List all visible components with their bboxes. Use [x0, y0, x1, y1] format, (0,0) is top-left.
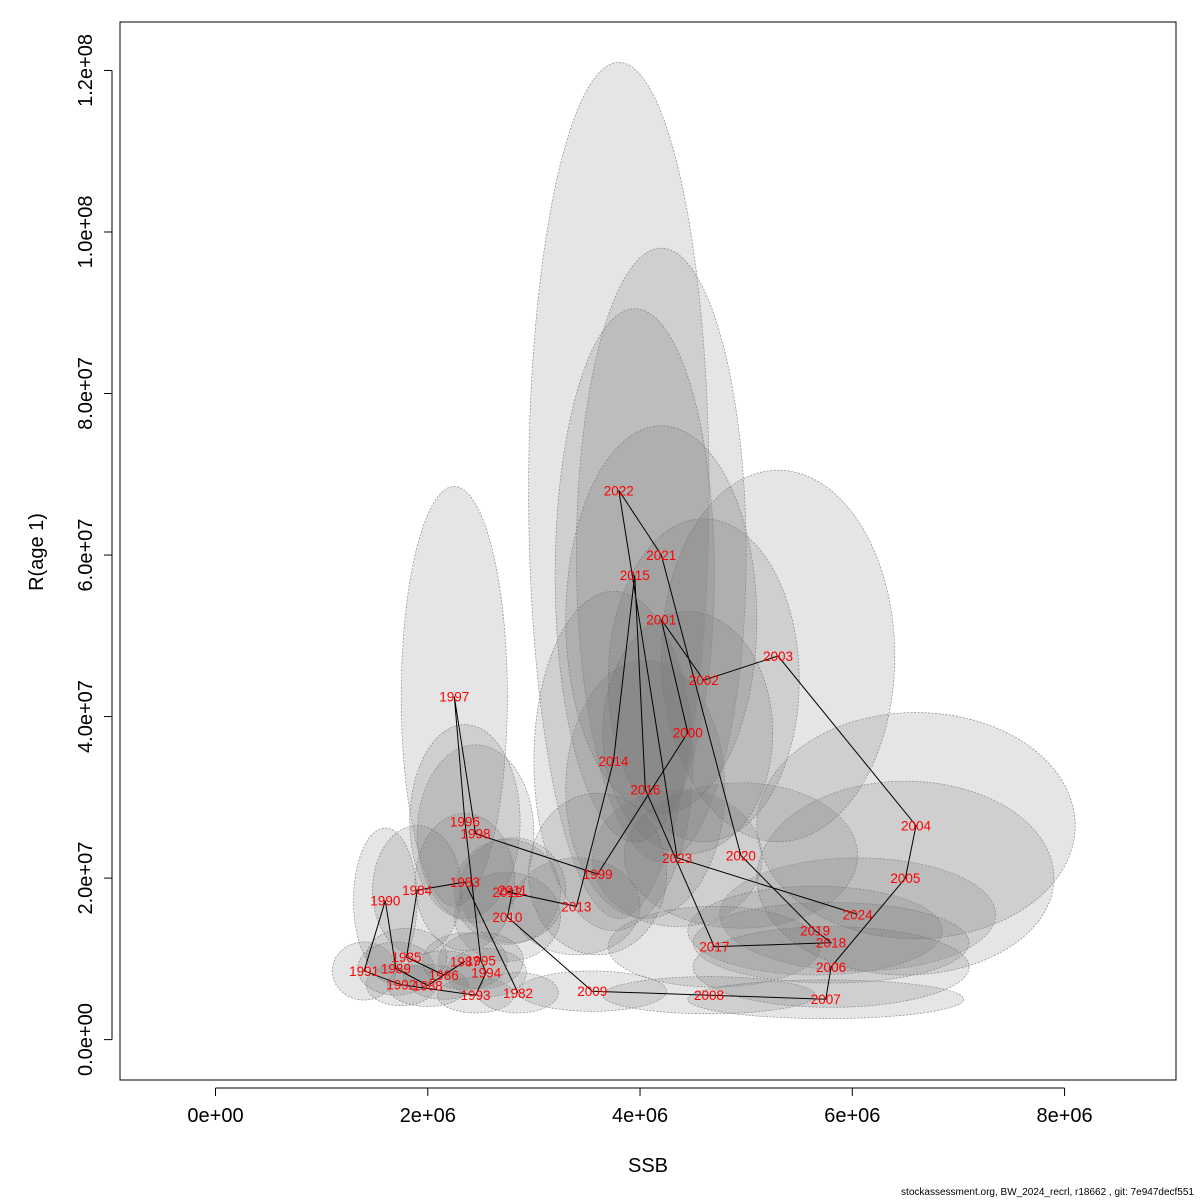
y-tick-label: 6.0e+07 [75, 519, 97, 592]
confidence-ellipses [331, 62, 1076, 1019]
year-label-2017: 2017 [699, 940, 729, 955]
year-label-2014: 2014 [598, 754, 629, 769]
year-label-2005: 2005 [890, 871, 920, 886]
year-label-1992: 1992 [386, 978, 416, 993]
x-axis: 0e+00 2e+06 4e+06 6e+06 8e+06 [187, 1087, 1093, 1127]
plot-frame [119, 21, 1177, 1081]
year-label-2008: 2008 [694, 988, 724, 1003]
year-label-2012: 2012 [492, 885, 522, 900]
y-axis-title: R(age 1) [26, 513, 48, 591]
year-label-1987: 1987 [450, 954, 480, 969]
year-label-2011: 2011 [498, 883, 527, 898]
year-label-2006: 2006 [816, 960, 846, 975]
x-tick-label: 8e+06 [1036, 1105, 1092, 1127]
y-tick-label: 4.0e+07 [75, 680, 97, 753]
x-tick-label: 0e+00 [187, 1105, 243, 1127]
year-label-2019: 2019 [800, 924, 830, 939]
year-label-1993: 1993 [461, 988, 491, 1003]
year-label-2024: 2024 [843, 907, 874, 922]
year-label-1995: 1995 [466, 953, 496, 968]
year-label-1999: 1999 [583, 867, 613, 882]
y-tick-label: 1.0e+08 [75, 196, 97, 269]
year-label-2009: 2009 [577, 984, 607, 999]
x-tick-label: 4e+06 [612, 1105, 668, 1127]
year-label-2004: 2004 [901, 819, 932, 834]
year-label-1983: 1983 [450, 875, 480, 890]
y-axis: 0.0e+00 2.0e+07 4.0e+07 6.0e+07 8.0e+07 1.0e+… [75, 34, 113, 1076]
year-label-1985: 1985 [392, 950, 422, 965]
year-label-2023: 2023 [662, 851, 692, 866]
year-label-1986: 1986 [429, 968, 459, 983]
year-label-1996: 1996 [450, 815, 480, 830]
year-label-2020: 2020 [726, 848, 756, 863]
year-label-1988: 1988 [413, 979, 443, 994]
y-tick-label: 1.2e+08 [75, 34, 97, 107]
year-label-2000: 2000 [673, 726, 703, 741]
year-label-1982: 1982 [503, 986, 533, 1001]
year-label-2016: 2016 [630, 782, 660, 797]
ellipse-2024 [719, 857, 996, 972]
x-tick-label: 6e+06 [824, 1105, 880, 1127]
year-label-2022: 2022 [604, 483, 634, 498]
year-label-2002: 2002 [689, 673, 719, 688]
y-tick-label: 2.0e+07 [75, 842, 97, 915]
year-label-1998: 1998 [461, 827, 491, 842]
year-label-1991: 1991 [349, 964, 379, 979]
year-label-1997: 1997 [439, 689, 469, 704]
year-label-1994: 1994 [471, 966, 502, 981]
trajectory-line [363, 490, 917, 1000]
year-labels: 1982198319841985198619871988198919901991… [349, 483, 931, 1007]
year-label-2018: 2018 [816, 936, 846, 951]
y-tick-label: 0.0e+00 [75, 1003, 97, 1076]
x-tick-label: 2e+06 [400, 1105, 456, 1127]
x-axis-title: SSB [628, 1155, 668, 1177]
footer-credit: stockassessment.org, BW_2024_recrl, r186… [901, 1187, 1194, 1198]
year-label-2013: 2013 [561, 899, 591, 914]
year-label-1989: 1989 [381, 962, 411, 977]
year-label-2021: 2021 [646, 548, 676, 563]
year-label-1990: 1990 [370, 894, 400, 909]
year-label-1984: 1984 [402, 883, 433, 898]
year-label-2003: 2003 [763, 649, 793, 664]
year-label-2010: 2010 [492, 910, 522, 925]
year-label-2007: 2007 [811, 992, 841, 1007]
ellipse-1997 [400, 486, 508, 907]
year-label-2001: 2001 [646, 613, 676, 628]
y-tick-label: 8.0e+07 [75, 357, 97, 430]
year-label-2015: 2015 [620, 568, 650, 583]
